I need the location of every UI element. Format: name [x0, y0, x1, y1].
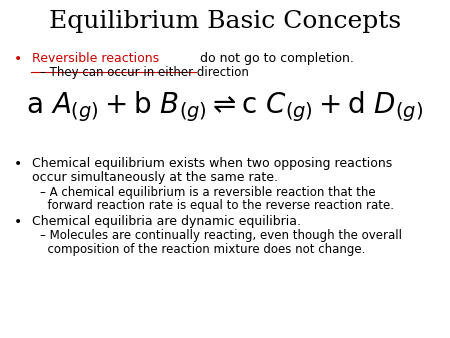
Text: Chemical equilibria are dynamic equilibria.: Chemical equilibria are dynamic equilibr…	[32, 215, 301, 227]
Text: •: •	[14, 52, 22, 66]
Text: Reversible reactions: Reversible reactions	[32, 52, 158, 65]
Text: •: •	[14, 157, 22, 171]
Text: composition of the reaction mixture does not change.: composition of the reaction mixture does…	[40, 243, 366, 256]
Text: – They can occur in either direction: – They can occur in either direction	[40, 66, 249, 79]
Text: •: •	[14, 215, 22, 228]
Text: do not go to completion.: do not go to completion.	[196, 52, 353, 65]
Text: occur simultaneously at the same rate.: occur simultaneously at the same rate.	[32, 171, 278, 184]
Text: forward reaction rate is equal to the reverse reaction rate.: forward reaction rate is equal to the re…	[40, 199, 395, 212]
Text: – A chemical equilibrium is a reversible reaction that the: – A chemical equilibrium is a reversible…	[40, 186, 376, 199]
Text: – Molecules are continually reacting, even though the overall: – Molecules are continually reacting, ev…	[40, 229, 402, 242]
Text: $\mathrm{a}\ A_{(g)}+\mathrm{b}\ B_{(g)}\rightleftharpoons \mathrm{c}\ C_{(g)}+\: $\mathrm{a}\ A_{(g)}+\mathrm{b}\ B_{(g)}…	[27, 90, 423, 124]
Text: Chemical equilibrium exists when two opposing reactions: Chemical equilibrium exists when two opp…	[32, 157, 392, 170]
Text: Equilibrium Basic Concepts: Equilibrium Basic Concepts	[49, 10, 401, 33]
